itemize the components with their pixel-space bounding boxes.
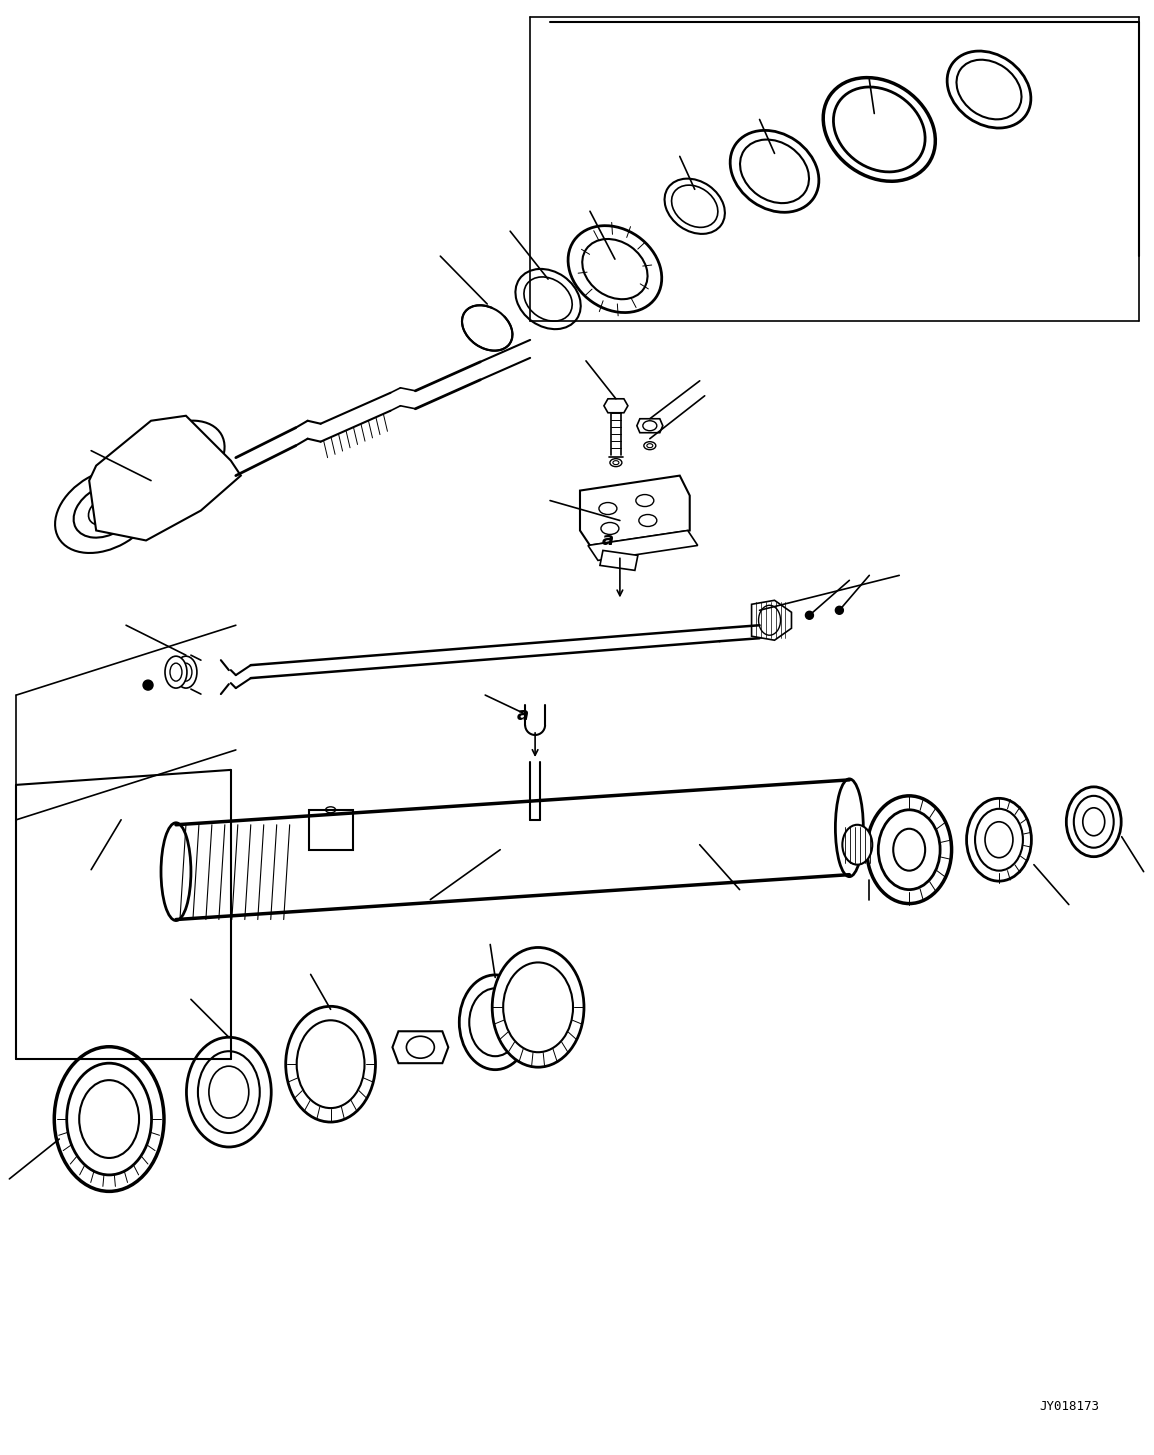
Ellipse shape — [835, 778, 863, 877]
Ellipse shape — [867, 796, 952, 904]
Ellipse shape — [823, 77, 936, 182]
Ellipse shape — [54, 1046, 164, 1192]
Ellipse shape — [568, 226, 661, 313]
Text: JY018173: JY018173 — [1039, 1400, 1099, 1413]
Ellipse shape — [459, 975, 531, 1069]
Polygon shape — [637, 419, 662, 432]
Ellipse shape — [165, 656, 187, 688]
Ellipse shape — [516, 269, 580, 329]
Circle shape — [143, 679, 153, 690]
Ellipse shape — [286, 1007, 375, 1122]
Ellipse shape — [493, 947, 584, 1067]
Ellipse shape — [730, 131, 819, 212]
Text: a: a — [517, 706, 530, 725]
Polygon shape — [580, 476, 690, 546]
Ellipse shape — [967, 799, 1032, 882]
Ellipse shape — [127, 420, 225, 501]
Circle shape — [835, 607, 844, 614]
Circle shape — [805, 611, 814, 620]
Polygon shape — [751, 601, 792, 640]
Polygon shape — [604, 399, 628, 413]
Polygon shape — [600, 550, 638, 570]
Polygon shape — [589, 531, 698, 560]
Polygon shape — [308, 810, 352, 850]
Ellipse shape — [947, 51, 1031, 128]
Ellipse shape — [175, 656, 197, 688]
Ellipse shape — [665, 179, 725, 234]
Ellipse shape — [162, 822, 190, 921]
Ellipse shape — [55, 469, 157, 553]
Ellipse shape — [187, 1037, 271, 1147]
Polygon shape — [89, 416, 241, 540]
Ellipse shape — [842, 825, 872, 864]
Text: a: a — [602, 531, 614, 550]
Polygon shape — [392, 1032, 448, 1064]
Ellipse shape — [1066, 787, 1122, 857]
